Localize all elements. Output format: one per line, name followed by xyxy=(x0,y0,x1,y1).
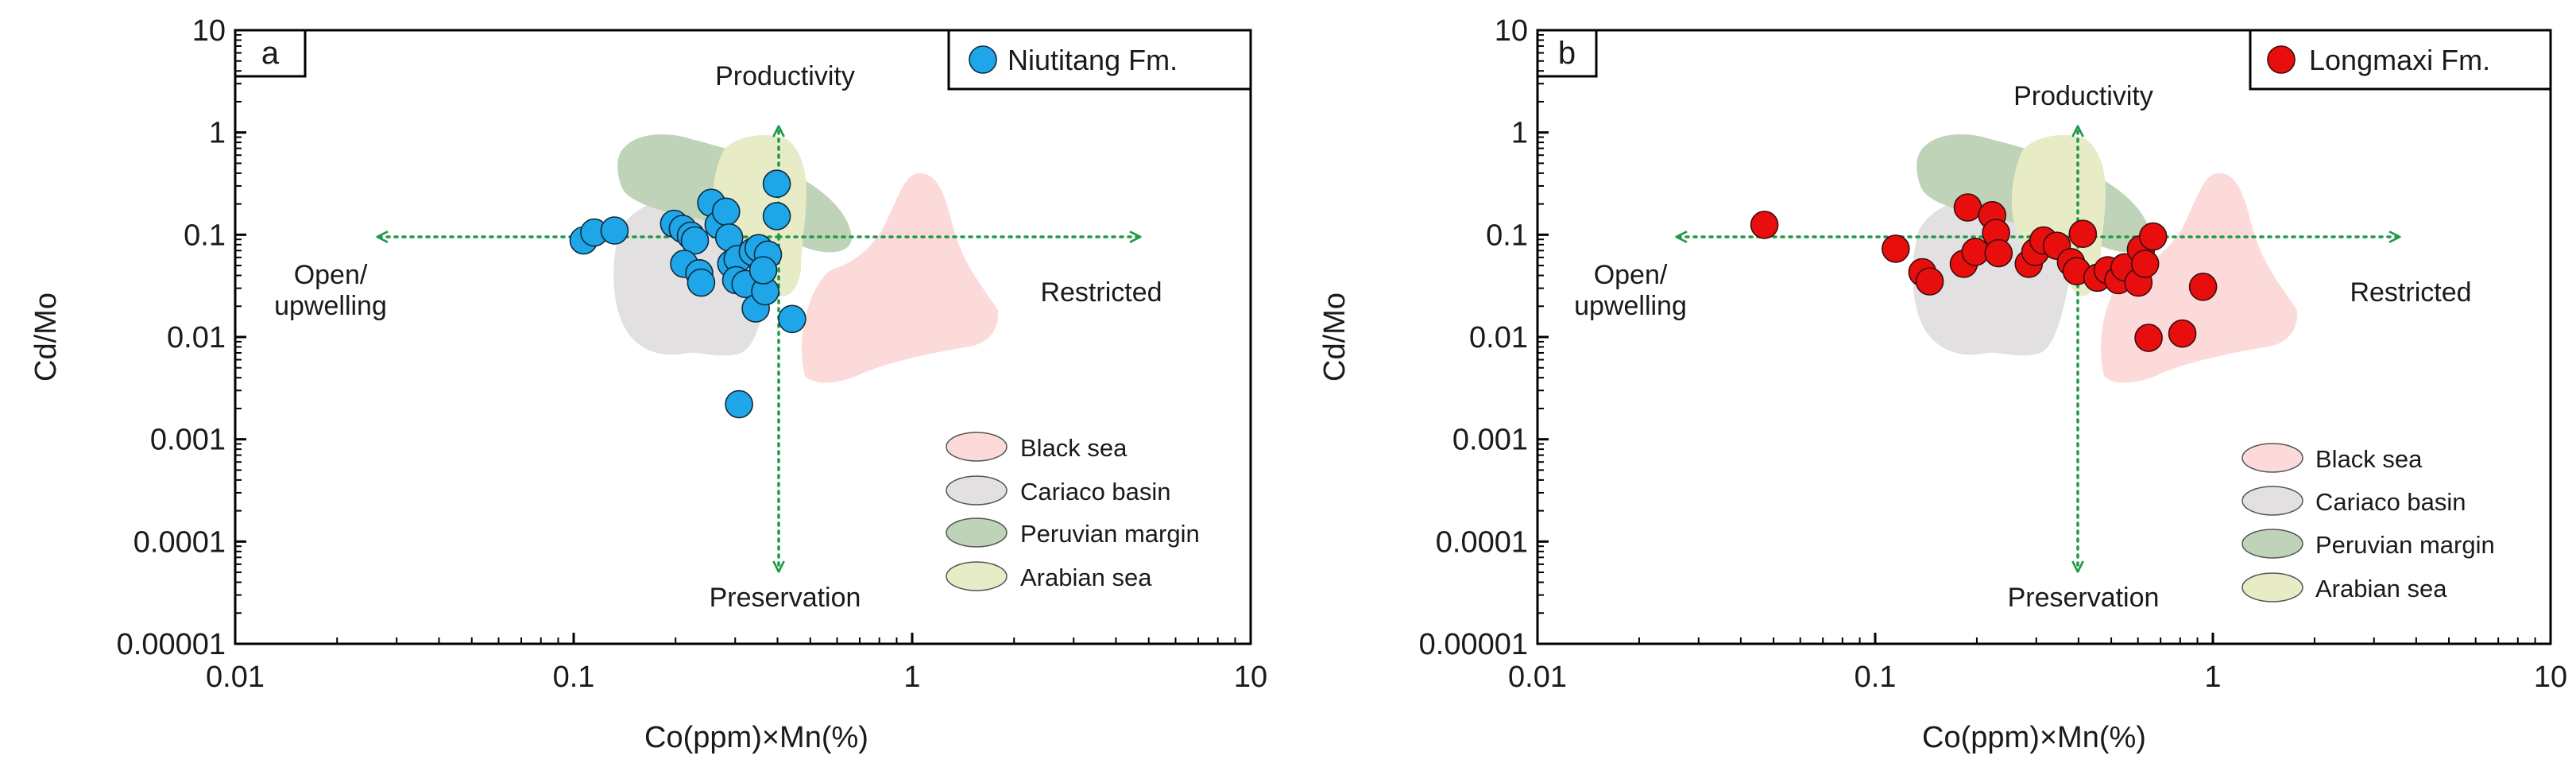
legend-label-peruvian-margin: Peruvian margin xyxy=(1020,520,1200,548)
data-point xyxy=(1953,193,1982,222)
legend-box xyxy=(947,29,1252,91)
data-point xyxy=(2068,219,2098,249)
legend-label-cariaco-basin: Cariaco basin xyxy=(2315,488,2466,516)
x-tick-label: 0.1 xyxy=(553,661,595,694)
label-restricted: Restricted xyxy=(2350,277,2471,308)
region-legend: Black sea Cariaco basin Peruvian margin … xyxy=(946,432,1200,591)
label-preservation: Preservation xyxy=(710,583,861,613)
legend-marker-longmaxi xyxy=(2267,45,2296,74)
data-point xyxy=(748,256,778,285)
legend-marker-niutitang xyxy=(969,45,997,74)
y-tick-label: 0.001 xyxy=(1452,424,1528,457)
label-preservation: Preservation xyxy=(2008,583,2160,613)
y-tick-label: 1 xyxy=(1511,117,1528,150)
legend-swatch-arabian-sea xyxy=(946,561,1008,591)
legend-swatch-cariaco-basin xyxy=(946,475,1008,506)
data-point xyxy=(2188,272,2218,301)
data-point xyxy=(1984,238,2013,268)
label-productivity: Productivity xyxy=(2013,81,2153,111)
series-legend: Niutitang Fm. xyxy=(947,29,1252,91)
interpretation-arrows xyxy=(1677,127,2399,571)
data-point xyxy=(2134,324,2163,352)
panel-b: Productivity Preservation Open/upwelling… xyxy=(1318,14,2567,754)
data-point xyxy=(687,268,716,297)
panel-label: a xyxy=(261,36,280,71)
x-tick-label: 0.01 xyxy=(1508,661,1567,694)
y-tick-label: 0.00001 xyxy=(1419,628,1528,661)
legend-swatch-arabian-sea xyxy=(2241,572,2303,602)
x-tick-label: 10 xyxy=(1234,661,1267,694)
x-axis-title: Co(ppm)×Mn(%) xyxy=(644,721,868,754)
arrow-label-line: Open/ xyxy=(294,260,368,290)
series-legend: Longmaxi Fm. xyxy=(2249,29,2552,91)
arrow-label-line: upwelling xyxy=(274,291,387,321)
arrow-label-line: upwelling xyxy=(1574,291,1687,321)
data-point xyxy=(762,169,791,198)
panel-a: Productivity Preservation Open/upwelling… xyxy=(29,14,1267,754)
y-tick-label: 1 xyxy=(209,117,226,150)
scatter-points xyxy=(1750,193,2218,352)
legend-label-black-sea: Black sea xyxy=(1020,434,1127,462)
y-tick-label: 0.0001 xyxy=(133,525,226,559)
data-point xyxy=(600,216,629,245)
y-tick-label: 0.01 xyxy=(1469,321,1528,355)
data-point xyxy=(2168,319,2197,348)
data-point xyxy=(762,202,791,231)
legend-label-cariaco-basin: Cariaco basin xyxy=(1020,478,1171,506)
x-tick-label: 1 xyxy=(903,661,920,694)
legend-box xyxy=(2249,29,2552,91)
arrow-labels: Productivity Preservation Open/upwelling… xyxy=(274,61,1162,613)
y-tick-label: 10 xyxy=(192,14,226,48)
y-tick-label: 0.0001 xyxy=(1436,525,1528,559)
data-point xyxy=(725,389,753,419)
data-point xyxy=(1750,211,1779,239)
label-restricted: Restricted xyxy=(1040,277,1162,308)
data-point xyxy=(2130,250,2160,278)
y-tick-label: 0.1 xyxy=(1486,219,1528,252)
legend-label-black-sea: Black sea xyxy=(2315,445,2423,473)
legend-swatch-peruvian-margin xyxy=(946,517,1008,548)
label-open-upwelling: Open/upwelling xyxy=(274,260,387,321)
legend-label-longmaxi: Longmaxi Fm. xyxy=(2309,44,2490,76)
y-tick-label: 0.1 xyxy=(184,219,226,252)
data-point xyxy=(2138,222,2168,251)
arrow-labels: Productivity Preservation Open/upwelling… xyxy=(1574,81,2471,613)
data-point xyxy=(680,226,710,255)
y-tick-label: 0.00001 xyxy=(117,628,226,661)
scatter-points xyxy=(569,169,806,419)
y-axis-title: Cd/Mo xyxy=(1318,293,1352,382)
legend-label-niutitang: Niutitang Fm. xyxy=(1008,44,1178,76)
panel-label-box: b xyxy=(1536,29,1598,78)
region-legend: Black sea Cariaco basin Peruvian margin … xyxy=(2241,443,2495,602)
y-tick-label: 10 xyxy=(1495,14,1528,48)
axes: 0.01 0.1 1 10 0.00001 0.0001 0.001 0.01 0.1 1 10 xyxy=(1419,14,2568,694)
legend-label-arabian-sea: Arabian sea xyxy=(1020,564,1152,591)
y-tick-label: 0.01 xyxy=(167,321,226,355)
y-axis-title: Cd/Mo xyxy=(29,293,63,382)
panel-label-box: a xyxy=(234,29,307,78)
data-point xyxy=(1882,234,1910,263)
x-axis-title: Co(ppm)×Mn(%) xyxy=(1922,721,2146,754)
data-point xyxy=(778,304,806,334)
panel-label: b xyxy=(1558,36,1576,71)
label-open-upwelling: Open/upwelling xyxy=(1574,260,1687,321)
label-productivity: Productivity xyxy=(715,61,855,91)
legend-swatch-black-sea xyxy=(946,432,1008,462)
data-point xyxy=(711,197,741,227)
legend-swatch-cariaco-basin xyxy=(2241,486,2303,516)
legend-swatch-peruvian-margin xyxy=(2241,529,2303,559)
x-tick-label: 1 xyxy=(2204,661,2221,694)
black-sea-region xyxy=(801,172,999,383)
x-tick-label: 0.01 xyxy=(206,661,265,694)
data-point xyxy=(1915,267,1944,296)
legend-label-arabian-sea: Arabian sea xyxy=(2315,575,2447,602)
x-tick-label: 0.1 xyxy=(1855,661,1897,694)
x-tick-label: 10 xyxy=(2534,661,2567,694)
legend-swatch-black-sea xyxy=(2241,443,2303,473)
y-tick-label: 0.001 xyxy=(150,424,226,457)
axes: 0.01 0.1 1 10 0.00001 0.0001 0.001 0.01 0.1 1 10 xyxy=(117,14,1268,694)
arrow-label-line: Open/ xyxy=(1594,260,1668,290)
legend-label-peruvian-margin: Peruvian margin xyxy=(2315,531,2495,559)
